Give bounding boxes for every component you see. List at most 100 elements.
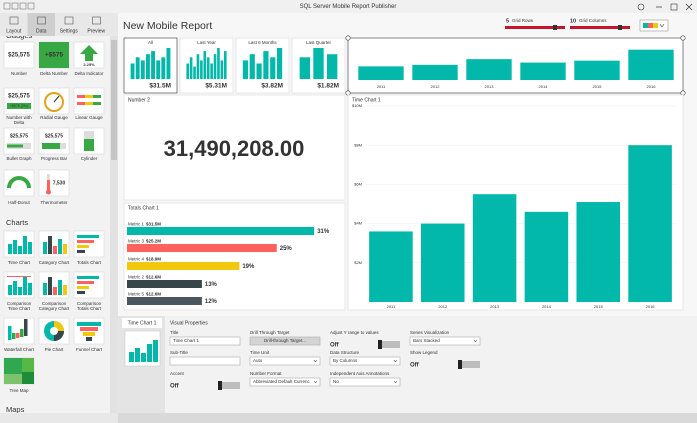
- toggle[interactable]: [458, 361, 480, 368]
- icon-shape: [13, 240, 17, 254]
- tile-bar: [206, 57, 210, 79]
- totals-widget[interactable]: [123, 202, 346, 311]
- x-tick-label: 2012: [438, 304, 448, 309]
- share-label: 19%: [242, 264, 255, 270]
- icon-shape: [23, 236, 27, 254]
- gallery-item-label: Time Chart: [7, 260, 31, 265]
- color-swatch: [648, 23, 653, 28]
- icon-shape: [58, 280, 62, 295]
- toolbar-tab[interactable]: [82, 13, 111, 36]
- tile-value: $31.5M: [149, 83, 171, 90]
- icon-shape: [93, 102, 101, 105]
- bar: [127, 280, 202, 288]
- tile-bar: [200, 60, 203, 79]
- bar: [574, 60, 620, 80]
- gallery-item[interactable]: [3, 87, 35, 115]
- field-label: Time Unit: [250, 350, 270, 355]
- tile-bar: [189, 57, 193, 79]
- tile-bar: [196, 54, 200, 79]
- tile-title: Last 6 Months: [248, 40, 277, 45]
- field-select[interactable]: [329, 356, 401, 366]
- value-label: $18.9M: [146, 257, 161, 262]
- share-label: 13%: [205, 282, 218, 288]
- toolbar-tab[interactable]: [55, 13, 83, 36]
- gallery-item[interactable]: [3, 127, 35, 155]
- field-value: Time Chart 1: [173, 338, 199, 343]
- field-label: Data Structure: [330, 350, 360, 355]
- bar: [628, 49, 674, 80]
- y-tick-label: $8M: [354, 142, 362, 147]
- field-label: Show Legend: [410, 350, 438, 355]
- properties-tab[interactable]: [122, 318, 162, 328]
- gallery-item-label: Radial Gauge: [40, 115, 68, 120]
- grid-columns-label: Grid Columns: [579, 18, 607, 23]
- field-select[interactable]: [329, 377, 401, 387]
- bar: [466, 59, 512, 80]
- maximize-button[interactable]: [670, 3, 678, 11]
- category-label: Metric 1: [128, 222, 145, 227]
- gallery-item[interactable]: [73, 87, 105, 115]
- resize-handle[interactable]: [345, 90, 351, 96]
- grid-columns-slider[interactable]: [570, 26, 630, 29]
- x-tick-label: 2016: [647, 84, 657, 89]
- close-button[interactable]: [685, 3, 693, 11]
- toggle[interactable]: [378, 341, 400, 348]
- icon-shape: [7, 276, 31, 277]
- field-select[interactable]: [249, 377, 321, 387]
- toggle-thumb: [378, 340, 382, 349]
- gallery-item[interactable]: [73, 230, 105, 258]
- field-label: Drill Through Target: [250, 330, 290, 335]
- number-widget[interactable]: [123, 94, 346, 201]
- scrollbar: [110, 36, 118, 413]
- field-button[interactable]: [249, 336, 321, 346]
- y-tick-label: $2M: [354, 260, 362, 265]
- resize-handle[interactable]: [345, 35, 351, 41]
- field-select[interactable]: [409, 336, 481, 346]
- icon-shape: [77, 235, 99, 238]
- help-button[interactable]: [637, 3, 645, 11]
- toolbar-tab[interactable]: [0, 13, 28, 36]
- title-icon: [27, 2, 35, 10]
- gallery-item-label: Bullet Graph: [6, 156, 32, 161]
- gallery-item[interactable]: [73, 271, 105, 299]
- grid-rows-slider[interactable]: [505, 26, 565, 29]
- tab-label: Data: [36, 28, 47, 34]
- tile-title: Last Quarter: [306, 40, 332, 45]
- resize-handle[interactable]: [680, 35, 686, 41]
- icon-shape: [42, 143, 60, 149]
- tab-icon: [37, 16, 46, 25]
- bar: [369, 231, 413, 302]
- icon-shape: [77, 322, 101, 326]
- chevron: [393, 380, 398, 384]
- chart-widget[interactable]: [347, 37, 684, 94]
- gallery-item[interactable]: [38, 127, 70, 155]
- item-preview: $25,575: [8, 94, 30, 100]
- icon-shape: [77, 102, 85, 105]
- field-select[interactable]: [249, 356, 321, 366]
- resize-handle[interactable]: [680, 90, 686, 96]
- gallery-item[interactable]: [38, 169, 70, 197]
- field-label: Title: [170, 330, 179, 335]
- toolbar-tab[interactable]: [27, 13, 56, 36]
- y-tick-label: $10M: [352, 103, 362, 108]
- tile-bar: [276, 48, 283, 79]
- gallery-item[interactable]: [3, 41, 35, 69]
- icon-shape: [18, 246, 22, 254]
- thumbnail-bar: [153, 340, 158, 362]
- toggle[interactable]: [218, 382, 240, 389]
- icon-shape: [18, 287, 22, 295]
- icon-shape: [77, 276, 99, 279]
- icon-shape: [47, 180, 50, 192]
- bar: [127, 297, 202, 305]
- icon-shape: [80, 327, 98, 331]
- tile-bar: [186, 63, 190, 79]
- icon-shape: [63, 244, 67, 254]
- field-input[interactable]: [169, 356, 241, 366]
- icon-shape: [53, 95, 60, 103]
- gallery-item-label: Thermometer: [40, 200, 68, 205]
- tile-bar: [242, 60, 249, 79]
- x-tick-label: 2011: [377, 84, 386, 89]
- number-value: 31,490,208.00: [164, 136, 305, 161]
- field-input[interactable]: [169, 336, 241, 346]
- report-title: New Mobile Report: [123, 20, 212, 32]
